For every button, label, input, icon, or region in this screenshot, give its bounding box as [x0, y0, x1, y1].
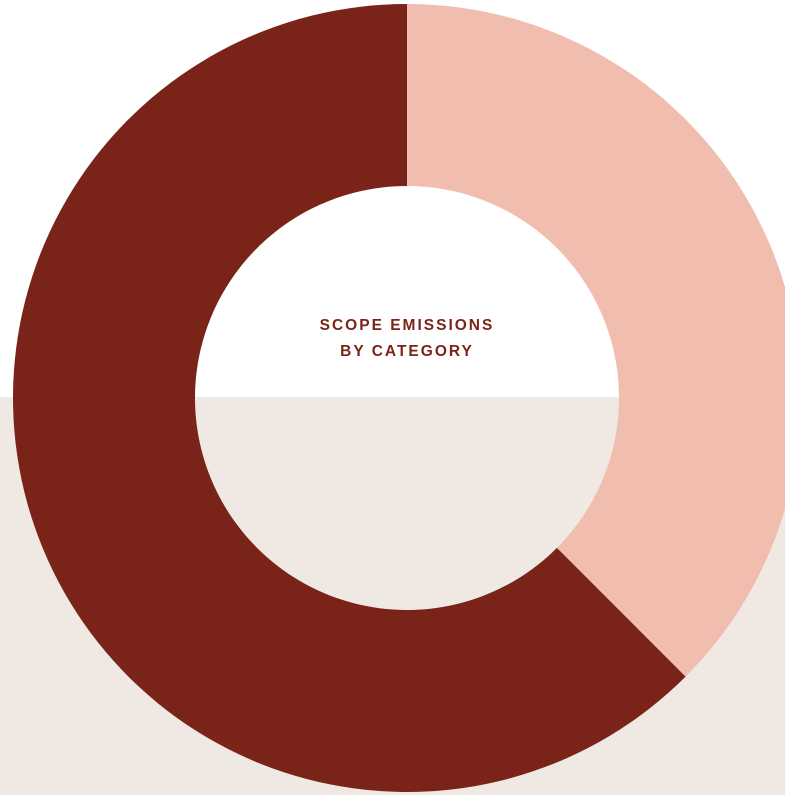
chart-title: SCOPE EMISSIONS BY CATEGORY	[257, 313, 557, 365]
donut-slice-2	[12, 4, 686, 793]
chart-title-line-2: BY CATEGORY	[340, 343, 474, 360]
chart-title-line-1: SCOPE EMISSIONS	[319, 317, 495, 334]
donut-slice-1	[407, 4, 785, 677]
